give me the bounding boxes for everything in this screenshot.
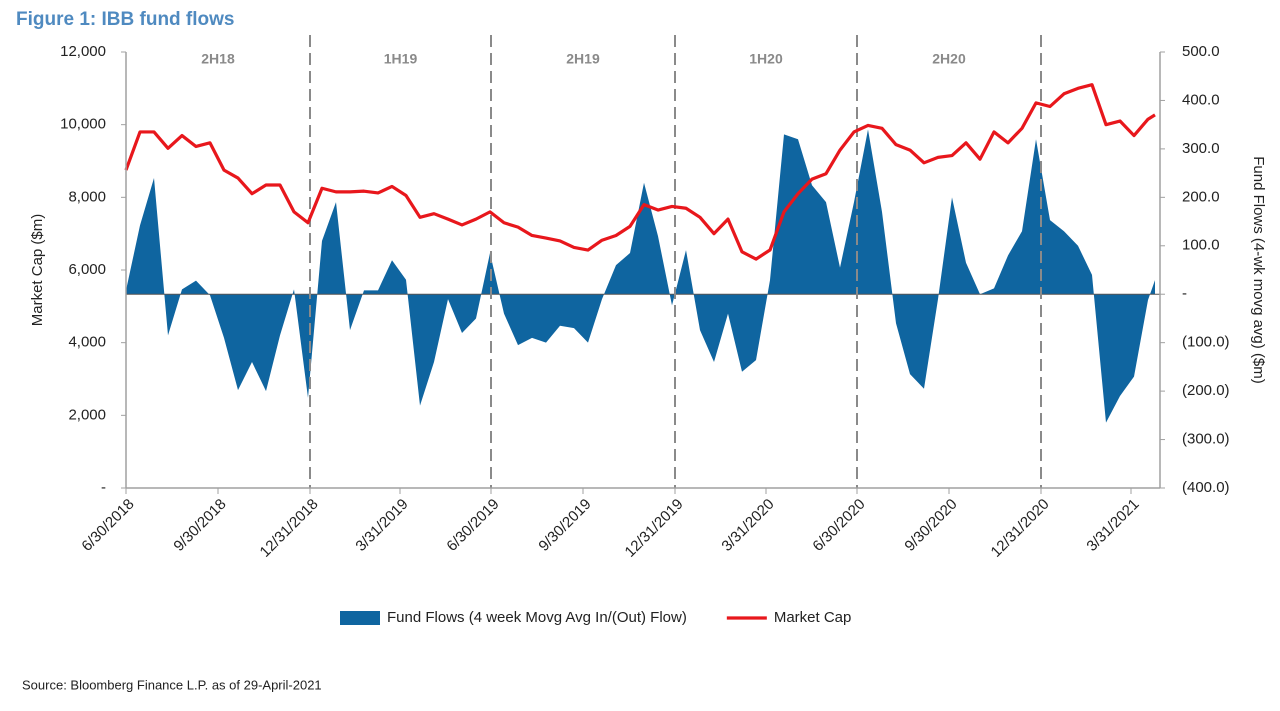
x-tick-label: 3/31/2019 [352,496,411,555]
x-tick-label: 3/31/2021 [1083,496,1142,555]
period-label: 1H19 [384,51,418,67]
fund-flow-area [126,129,1155,423]
period-label: 2H19 [566,51,600,67]
market-cap-line [124,83,1156,261]
legend-swatch [340,611,380,625]
period-label: 2H20 [932,51,966,67]
y-axis-title: Market Cap ($m) [29,214,46,327]
y-tick-label: 2,000 [68,406,106,423]
x-tick-label: 9/30/2019 [535,496,594,555]
x-tick-label: 12/31/2020 [988,496,1053,561]
y2-tick-label: 300.0 [1182,140,1220,157]
x-tick-label: 12/31/2018 [257,496,322,561]
y2-tick-label: - [1182,285,1187,302]
y-tick-label: 6,000 [68,261,106,278]
x-tick-label: 6/30/2020 [809,496,868,555]
chart-title: Figure 1: IBB fund flows [16,9,235,30]
period-label: 1H20 [749,51,783,67]
y2-tick-label: 200.0 [1182,188,1220,205]
y2-tick-label: 400.0 [1182,91,1220,108]
x-tick-label: 3/31/2020 [718,496,777,555]
x-tick-label: 6/30/2019 [443,496,502,555]
y-tick-label: 10,000 [60,116,106,133]
y2-tick-label: (400.0) [1182,479,1230,496]
y-tick-label: 4,000 [68,334,106,351]
y-tick-label: 8,000 [68,188,106,205]
x-tick-label: 9/30/2020 [901,496,960,555]
y2-axis-title: Fund Flows (4-wk movg avg) ($m) [1250,156,1267,384]
period-label: 2H18 [201,51,235,67]
legend-label: Fund Flows (4 week Movg Avg In/(Out) Flo… [387,609,687,626]
y2-tick-label: 100.0 [1182,237,1220,254]
y2-tick-label: (300.0) [1182,431,1230,448]
y-tick-label: 12,000 [60,43,106,60]
y2-tick-label: 500.0 [1182,43,1220,60]
y-tick-label: - [101,479,106,496]
x-tick-label: 12/31/2019 [622,496,687,561]
source-note: Source: Bloomberg Finance L.P. as of 29-… [22,677,322,692]
x-tick-label: 6/30/2018 [78,496,137,555]
y2-tick-label: (200.0) [1182,382,1230,399]
x-tick-label: 9/30/2018 [170,496,229,555]
y2-tick-label: (100.0) [1182,334,1230,351]
legend-label: Market Cap [774,609,852,626]
